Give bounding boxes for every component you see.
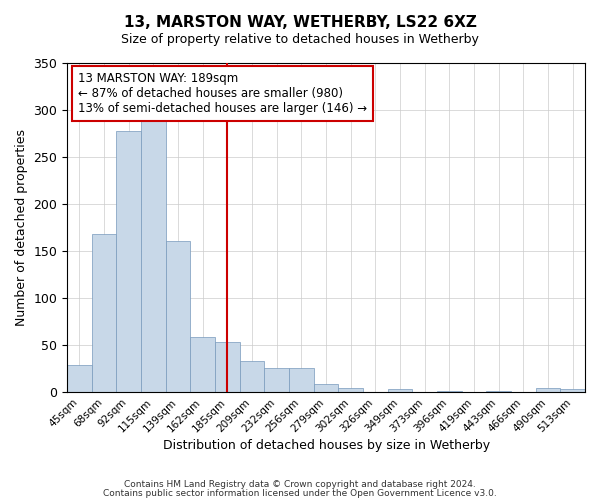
Text: 13, MARSTON WAY, WETHERBY, LS22 6XZ: 13, MARSTON WAY, WETHERBY, LS22 6XZ [124,15,476,30]
Bar [166,240,190,392]
X-axis label: Distribution of detached houses by size in Wetherby: Distribution of detached houses by size … [163,440,490,452]
Y-axis label: Number of detached properties: Number of detached properties [15,129,28,326]
Text: Contains HM Land Registry data © Crown copyright and database right 2024.: Contains HM Land Registry data © Crown c… [124,480,476,489]
Bar [240,361,265,392]
Bar [388,390,412,392]
Bar [338,388,363,392]
Bar [265,368,289,392]
Bar [215,342,240,392]
Bar [92,234,116,392]
Bar [190,336,215,392]
Bar [67,365,92,392]
Bar [536,388,560,392]
Bar [116,132,141,392]
Text: 13 MARSTON WAY: 189sqm
← 87% of detached houses are smaller (980)
13% of semi-de: 13 MARSTON WAY: 189sqm ← 87% of detached… [77,72,367,116]
Text: Size of property relative to detached houses in Wetherby: Size of property relative to detached ho… [121,32,479,46]
Bar [289,368,314,392]
Bar [314,384,338,392]
Bar [560,390,585,392]
Text: Contains public sector information licensed under the Open Government Licence v3: Contains public sector information licen… [103,489,497,498]
Bar [141,121,166,392]
